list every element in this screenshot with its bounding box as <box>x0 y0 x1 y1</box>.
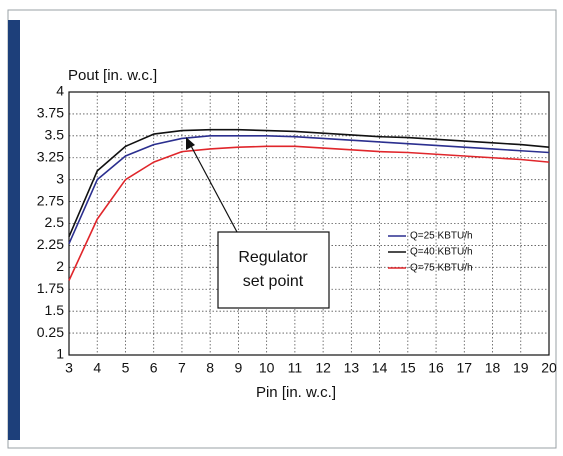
y-tick-label: 3.75 <box>37 105 64 121</box>
data-line <box>68 135 550 244</box>
y-tick-label: 3 <box>56 170 64 186</box>
x-tick-label: 14 <box>372 360 388 376</box>
y-tick-label: 2 <box>56 258 64 274</box>
data-line <box>68 145 550 281</box>
x-tick-label: 9 <box>235 360 243 376</box>
y-tick-label: 2.75 <box>37 192 64 208</box>
x-tick-label: 18 <box>485 360 501 376</box>
x-tick-label: 3 <box>65 360 73 376</box>
x-axis-label: Pin [in. w.c.] <box>256 384 336 401</box>
x-tick-label: 4 <box>93 360 101 376</box>
y-tick-label: 2.5 <box>45 214 65 230</box>
x-tick-label: 20 <box>541 360 557 376</box>
x-tick-label: 17 <box>457 360 473 376</box>
plot-border <box>68 91 550 356</box>
annotation-text: set point <box>243 273 304 290</box>
x-tick-label: 11 <box>288 360 303 376</box>
x-tick-label: 5 <box>122 360 130 376</box>
y-tick-label: 4 <box>56 83 64 99</box>
x-tick-label: 19 <box>513 360 529 376</box>
legend-label: Q=75 KBTU/h <box>410 263 473 274</box>
x-tick-label: 8 <box>206 360 214 376</box>
data-line <box>68 128 550 237</box>
y-tick-label: 0.25 <box>37 324 64 340</box>
x-tick-label: 7 <box>178 360 186 376</box>
annotation-arrowhead <box>186 137 195 150</box>
y-tick-label: 1 <box>56 346 64 362</box>
annotation-text: Regulator <box>238 249 308 266</box>
legend-label: Q=25 KBTU/h <box>410 231 473 242</box>
x-tick-label: 10 <box>259 360 275 376</box>
y-tick-label: 3.25 <box>37 148 64 164</box>
y-tick-label: 3.5 <box>45 127 65 143</box>
x-tick-label: 6 <box>150 360 158 376</box>
y-tick-label: 1.75 <box>37 280 64 296</box>
x-tick-label: 13 <box>344 360 360 376</box>
annotation-box <box>217 231 330 309</box>
x-tick-label: 15 <box>400 360 416 376</box>
x-tick-label: 12 <box>315 360 331 376</box>
y-tick-label: 1.5 <box>45 302 65 318</box>
legend-label: Q=40 KBTU/h <box>410 247 473 258</box>
x-tick-label: 16 <box>428 360 444 376</box>
annotation-arrow-line <box>189 143 238 233</box>
y-axis-label: Pout [in. w.c.] <box>68 67 157 84</box>
y-tick-label: 2.25 <box>37 236 64 252</box>
side-bar <box>8 20 20 440</box>
